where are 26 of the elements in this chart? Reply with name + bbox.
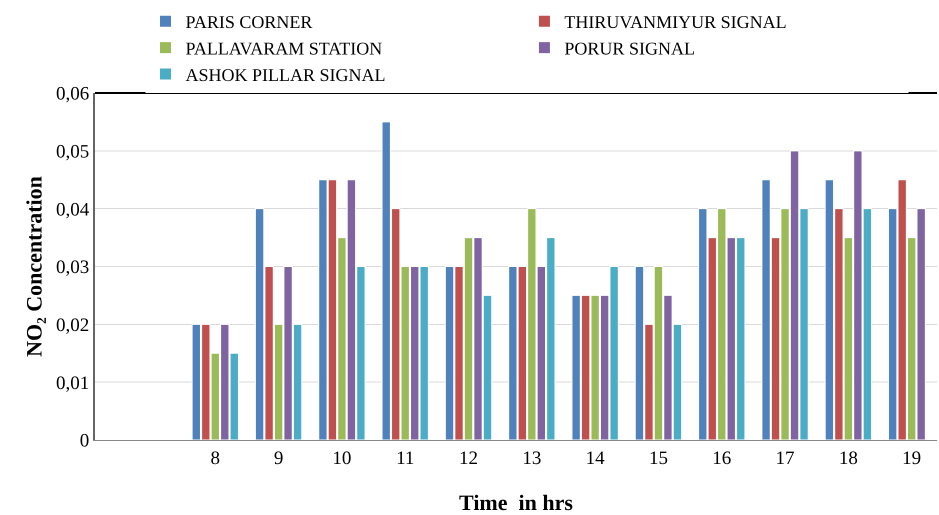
legend-label: ASHOK PILLAR SIGNAL bbox=[186, 65, 386, 86]
x-tick-label: 9 bbox=[274, 448, 284, 469]
x-tick-label: 12 bbox=[459, 448, 478, 469]
legend-label: PARIS CORNER bbox=[186, 12, 312, 32]
x-tick-label: 8 bbox=[210, 448, 220, 469]
legend-label: PORUR SIGNAL bbox=[564, 38, 695, 59]
y-tick-label: 0,03 bbox=[56, 257, 90, 278]
x-tick-label: 11 bbox=[396, 448, 414, 469]
y-tick-label: 0,02 bbox=[56, 314, 90, 336]
x-tick-label: 10 bbox=[332, 448, 352, 469]
legend-label: PALLAVARAM STATION bbox=[186, 38, 382, 59]
y-axis-title: NO₂ Concentration bbox=[21, 176, 46, 357]
y-tick-label: 0,01 bbox=[56, 372, 90, 394]
x-axis-title: Time in hrs bbox=[459, 490, 574, 515]
y-tick-label: 0,06 bbox=[56, 84, 90, 105]
x-tick-label: 16 bbox=[712, 448, 732, 469]
x-tick-label: 17 bbox=[776, 448, 795, 469]
x-tick-label: 18 bbox=[838, 448, 858, 469]
y-tick-label: 0,05 bbox=[56, 141, 90, 162]
x-tick-label: 14 bbox=[586, 448, 606, 469]
x-tick-label: 15 bbox=[648, 448, 668, 469]
legend-label: THIRUVANMIYUR SIGNAL bbox=[564, 12, 787, 32]
y-tick-label: 0,04 bbox=[56, 199, 90, 220]
x-tick-label: 19 bbox=[902, 448, 922, 469]
x-tick-label: 13 bbox=[522, 448, 542, 469]
y-tick-label: 0 bbox=[80, 430, 90, 452]
